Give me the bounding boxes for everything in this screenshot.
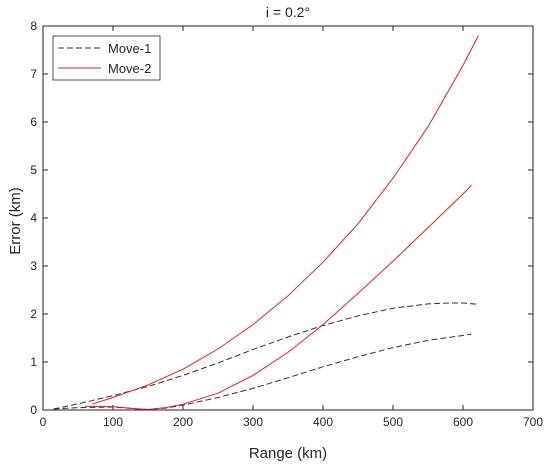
x-tick-label: 600 [453, 415, 473, 429]
y-axis-label: Error (km) [7, 187, 24, 255]
plot-area-frame [42, 25, 534, 411]
y-tick-label: 7 [30, 67, 37, 81]
series-line-move-2-upper [91, 35, 479, 405]
x-tick-label: 0 [40, 415, 47, 429]
x-axis-label: Range (km) [249, 445, 327, 462]
x-tick-label: 300 [243, 415, 263, 429]
x-tick-labels: 0 100 200 300 400 500 600 700 [40, 415, 544, 429]
x-tick-label: 700 [523, 415, 543, 429]
legend: Move-1 Move-2 [52, 35, 161, 81]
y-tick-label: 1 [30, 355, 37, 369]
y-tick-labels: 0 1 2 3 4 5 6 7 8 [30, 19, 37, 417]
x-tick-label: 100 [103, 415, 123, 429]
y-tick-label: 0 [30, 403, 37, 417]
y-tick-label: 8 [30, 19, 37, 33]
x-tick-label: 400 [313, 415, 333, 429]
series-line-move-1-lower [53, 333, 472, 411]
legend-label-move-2: Move-2 [108, 61, 151, 76]
x-tick-label: 500 [383, 415, 403, 429]
series-lines [53, 35, 479, 411]
y-tick-label: 3 [30, 259, 37, 273]
y-tick-label: 6 [30, 115, 37, 129]
y-tick-label: 2 [30, 307, 37, 321]
y-tick-label: 5 [30, 163, 37, 177]
x-tick-label: 200 [173, 415, 193, 429]
y-tick-label: 4 [30, 211, 37, 225]
series-line-move-2-lower [84, 185, 472, 411]
legend-box [52, 35, 161, 81]
series-line-move-1-upper [53, 302, 479, 410]
legend-label-move-1: Move-1 [108, 41, 151, 56]
chart-title: i = 0.2° [266, 4, 310, 20]
